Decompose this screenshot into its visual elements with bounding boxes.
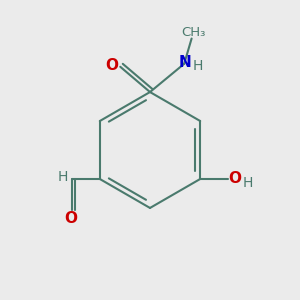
Text: H: H xyxy=(243,176,253,190)
Text: N: N xyxy=(178,55,191,70)
Text: H: H xyxy=(193,59,203,73)
Text: O: O xyxy=(64,211,77,226)
Text: CH₃: CH₃ xyxy=(181,26,205,39)
Text: H: H xyxy=(58,170,68,184)
Text: O: O xyxy=(229,171,242,186)
Text: O: O xyxy=(106,58,118,73)
